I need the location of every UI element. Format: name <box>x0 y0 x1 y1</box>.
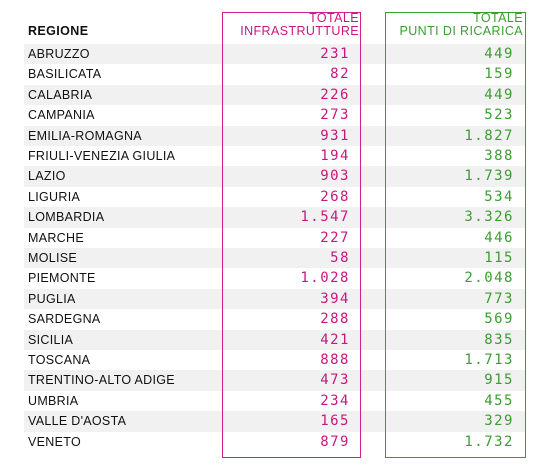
table-row: ABRUZZO 231 449 <box>24 44 526 65</box>
infrastrutture-value: 421 <box>320 331 350 348</box>
region-name: PIEMONTE <box>28 271 96 286</box>
column-frame <box>222 12 361 458</box>
infrastrutture-value: 165 <box>320 413 350 430</box>
table-row: PUGLIA 394 773 <box>24 288 526 310</box>
header-line: TOTALE <box>473 11 523 25</box>
table-row: LOMBARDIA 1.547 3.326 <box>24 207 526 228</box>
table-row: MARCHE 227 446 <box>24 228 526 248</box>
punti-value: 449 <box>484 86 514 103</box>
table-row: TOSCANA 888 1.713 <box>24 350 526 370</box>
table-row: SARDEGNA 288 569 <box>24 309 526 329</box>
region-name: BASILICATA <box>28 67 102 82</box>
table-row: MOLISE 58 115 <box>24 248 526 269</box>
header-line: INFRASTRUTTURE <box>240 24 359 38</box>
punti-value: 534 <box>484 188 514 205</box>
table-row: VALLE D'AOSTA 165 329 <box>24 411 526 432</box>
punti-value: 835 <box>484 331 514 348</box>
table-row: CAMPANIA 273 523 <box>24 105 526 125</box>
table-row: UMBRIA 234 455 <box>24 391 526 411</box>
infrastrutture-value: 234 <box>320 392 350 409</box>
infrastrutture-value: 903 <box>320 168 350 185</box>
infrastrutture-value: 226 <box>320 86 350 103</box>
punti-value: 915 <box>484 372 514 389</box>
table-row: LIGURIA 268 534 <box>24 187 526 207</box>
region-name: LOMBARDIA <box>28 210 105 225</box>
punti-value: 1.732 <box>464 433 514 450</box>
infrastrutture-value: 194 <box>320 148 350 164</box>
table-row: VENETO 879 1.732 <box>24 432 526 452</box>
region-name: MOLISE <box>28 251 78 265</box>
punti-value: 1.739 <box>464 168 514 185</box>
infrastrutture-value: 82 <box>330 66 350 83</box>
header-line: TOTALE <box>309 11 359 25</box>
region-name: SICILIA <box>28 332 74 347</box>
table-row: TRENTINO-ALTO ADIGE 473 915 <box>24 370 526 391</box>
infrastrutture-value: 888 <box>320 352 350 368</box>
punti-value: 1.713 <box>464 352 514 368</box>
region-name: MARCHE <box>28 230 84 245</box>
region-name: CAMPANIA <box>28 108 95 123</box>
infrastrutture-value: 227 <box>320 229 350 246</box>
region-name: LAZIO <box>28 169 66 184</box>
punti-value: 569 <box>484 311 514 328</box>
punti-value: 2.048 <box>464 270 514 287</box>
punti-value: 115 <box>484 250 514 266</box>
region-name: TRENTINO-ALTO ADIGE <box>28 373 175 388</box>
infrastrutture-value: 273 <box>320 107 350 124</box>
table-row: EMILIA-ROMAGNA 931 1.827 <box>24 125 526 146</box>
infrastrutture-value: 268 <box>320 188 350 205</box>
punti-value: 523 <box>484 107 514 124</box>
infrastrutture-value: 931 <box>320 127 350 144</box>
punti-value: 449 <box>484 46 514 62</box>
column-frame <box>385 12 526 458</box>
header-region: REGIONE <box>28 24 89 38</box>
region-name: SARDEGNA <box>28 312 101 327</box>
table-row: PIEMONTE 1.028 2.048 <box>24 268 526 288</box>
infrastrutture-value: 288 <box>320 311 350 328</box>
infrastrutture-value: 394 <box>320 290 350 307</box>
table-row: BASILICATA 82 159 <box>24 64 526 84</box>
header-infrastrutture: TOTALE INFRASTRUTTURE <box>240 12 359 38</box>
region-name: UMBRIA <box>28 393 79 408</box>
punti-value: 329 <box>484 413 514 430</box>
region-name: PUGLIA <box>28 291 76 306</box>
table-row: FRIULI-VENEZIA GIULIA 194 388 <box>24 146 526 166</box>
region-name: FRIULI-VENEZIA GIULIA <box>28 149 176 163</box>
punti-value: 159 <box>484 66 514 83</box>
table-row: LAZIO 903 1.739 <box>24 166 526 187</box>
region-name: VALLE D'AOSTA <box>28 414 127 429</box>
region-name: ABRUZZO <box>28 47 90 61</box>
region-name: EMILIA-ROMAGNA <box>28 128 142 143</box>
punti-value: 388 <box>484 148 514 164</box>
infrastrutture-value: 231 <box>320 46 350 62</box>
infrastrutture-value: 1.028 <box>300 270 350 287</box>
table-row: SICILIA 421 835 <box>24 329 526 350</box>
infrastrutture-value: 473 <box>320 372 350 389</box>
punti-value: 455 <box>484 392 514 409</box>
header-punti: TOTALE PUNTI DI RICARICA <box>400 12 523 38</box>
region-name: TOSCANA <box>28 353 91 367</box>
infrastrutture-value: 879 <box>320 433 350 450</box>
infrastrutture-value: 58 <box>330 250 350 266</box>
region-name: VENETO <box>28 434 81 449</box>
punti-value: 446 <box>484 229 514 246</box>
punti-value: 3.326 <box>464 209 514 226</box>
infrastrutture-value: 1.547 <box>300 209 350 226</box>
table-row: CALABRIA 226 449 <box>24 84 526 106</box>
punti-value: 1.827 <box>464 127 514 144</box>
region-name: LIGURIA <box>28 189 81 204</box>
punti-value: 773 <box>484 290 514 307</box>
header-line: PUNTI DI RICARICA <box>399 24 523 38</box>
region-name: CALABRIA <box>28 87 93 102</box>
